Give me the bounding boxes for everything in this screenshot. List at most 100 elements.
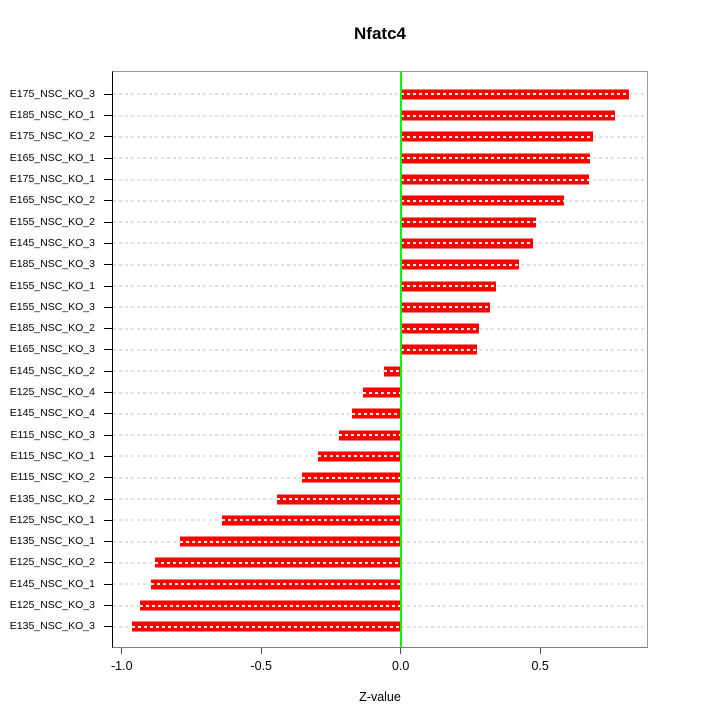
- bar-E145_NSC_KO_2: [383, 365, 401, 377]
- x-tick-label: -0.5: [250, 659, 273, 673]
- y-axis-tick: [104, 242, 112, 244]
- bar-E165_NSC_KO_3: [400, 344, 478, 356]
- y-axis-tick: [104, 626, 112, 628]
- bar-E145_NSC_KO_4: [351, 408, 401, 420]
- y-axis-label: E175_NSC_KO_2: [9, 130, 95, 143]
- gridline: [113, 135, 647, 138]
- y-axis-label: E155_NSC_KO_1: [9, 279, 95, 292]
- bar-E165_NSC_KO_2: [400, 195, 564, 207]
- bar-E115_NSC_KO_3: [339, 429, 401, 441]
- y-axis-tick: [104, 477, 112, 479]
- bar-E175_NSC_KO_3: [400, 88, 630, 100]
- y-axis-tick: [104, 605, 112, 606]
- y-axis-label: E145_NSC_KO_4: [9, 407, 95, 420]
- x-axis-tick: [121, 648, 123, 654]
- x-axis-tick: [400, 648, 402, 654]
- x-axis-tick: [539, 648, 541, 654]
- y-axis-tick: [104, 157, 112, 159]
- y-axis-label: E165_NSC_KO_2: [9, 194, 95, 207]
- y-axis-label: E125_NSC_KO_2: [9, 556, 95, 569]
- bar-dash-pattern: [276, 498, 401, 500]
- bar-dash-pattern: [139, 604, 401, 607]
- y-axis-tick: [104, 200, 112, 202]
- bar-dash-pattern: [400, 263, 520, 266]
- bar-E155_NSC_KO_2: [400, 216, 536, 228]
- x-tick-label: -1.0: [111, 659, 133, 673]
- bar-dash-pattern: [363, 391, 401, 394]
- y-axis-tick: [104, 115, 112, 117]
- y-axis-label: E145_NSC_KO_1: [9, 577, 95, 590]
- bar-dash-pattern: [383, 370, 401, 373]
- gridline: [113, 285, 647, 287]
- y-axis-tick: [104, 455, 112, 457]
- y-axis-label: E125_NSC_KO_3: [9, 599, 95, 611]
- bar-dash-pattern: [351, 412, 401, 415]
- bar-E115_NSC_KO_1: [318, 450, 401, 462]
- bar-E185_NSC_KO_3: [400, 259, 520, 271]
- zero-reference-line: [399, 72, 402, 647]
- bar-E125_NSC_KO_2: [155, 557, 401, 569]
- y-axis-label: E155_NSC_KO_3: [9, 300, 95, 313]
- plot-area: [112, 71, 648, 648]
- y-axis-tick: [104, 328, 112, 330]
- gridline: [113, 157, 647, 160]
- y-axis-tick: [104, 370, 112, 372]
- bar-dash-pattern: [400, 114, 616, 117]
- bar-dash-pattern: [318, 455, 401, 458]
- bar-dash-pattern: [301, 476, 401, 479]
- gridline: [113, 221, 647, 224]
- y-axis-label: E165_NSC_KO_1: [9, 151, 95, 164]
- bar-E165_NSC_KO_1: [400, 152, 591, 164]
- bar-dash-pattern: [400, 135, 594, 138]
- bar-dash-pattern: [400, 178, 589, 181]
- y-axis-label: E185_NSC_KO_1: [9, 109, 95, 122]
- y-axis-label: E145_NSC_KO_2: [9, 364, 95, 377]
- y-axis-tick: [104, 541, 112, 543]
- y-axis-tick: [104, 519, 112, 521]
- y-axis-tick: [104, 264, 112, 266]
- y-axis-tick: [104, 221, 112, 223]
- gridline: [113, 306, 647, 309]
- y-axis-tick: [104, 413, 112, 415]
- bar-E145_NSC_KO_3: [400, 237, 534, 249]
- y-axis-label: E145_NSC_KO_3: [9, 236, 95, 249]
- y-axis-tick: [104, 349, 112, 351]
- gridline: [113, 348, 647, 351]
- gridline: [113, 242, 647, 245]
- bar-dash-pattern: [400, 157, 591, 160]
- bar-dash-pattern: [155, 561, 401, 564]
- x-axis-title: Z-value: [359, 690, 401, 704]
- bar-E155_NSC_KO_3: [400, 301, 490, 313]
- y-axis-tick: [104, 136, 112, 138]
- x-tick-label: 0.5: [531, 659, 549, 673]
- bar-dash-pattern: [339, 434, 401, 437]
- gridline: [113, 199, 647, 202]
- y-axis-label: E115_NSC_KO_2: [10, 471, 95, 484]
- y-axis-label: E115_NSC_KO_1: [10, 449, 95, 462]
- bar-E125_NSC_KO_4: [363, 387, 401, 398]
- y-axis-label: E155_NSC_KO_2: [9, 215, 95, 228]
- bar-dash-pattern: [222, 519, 401, 522]
- y-axis-tick: [104, 583, 112, 585]
- y-axis-label: E115_NSC_KO_3: [10, 428, 95, 441]
- y-axis-tick: [104, 179, 112, 180]
- bar-E135_NSC_KO_1: [180, 536, 401, 548]
- bar-E125_NSC_KO_3: [139, 600, 401, 611]
- bar-E135_NSC_KO_2: [276, 493, 401, 505]
- bar-E175_NSC_KO_1: [400, 174, 589, 185]
- x-axis-tick: [260, 648, 262, 654]
- bar-dash-pattern: [400, 93, 630, 96]
- y-axis-label: E135_NSC_KO_2: [9, 492, 95, 505]
- chart-title: Nfatc4: [354, 24, 406, 43]
- bar-E185_NSC_KO_1: [400, 110, 616, 122]
- bar-dash-pattern: [400, 285, 496, 287]
- gridline: [113, 114, 647, 117]
- y-axis-tick: [104, 392, 112, 393]
- gridline: [113, 370, 647, 373]
- gridline: [113, 327, 647, 330]
- bar-dash-pattern: [400, 306, 490, 309]
- bar-dash-pattern: [180, 540, 401, 543]
- y-axis-tick: [104, 562, 112, 564]
- y-axis-label: E175_NSC_KO_3: [9, 87, 95, 100]
